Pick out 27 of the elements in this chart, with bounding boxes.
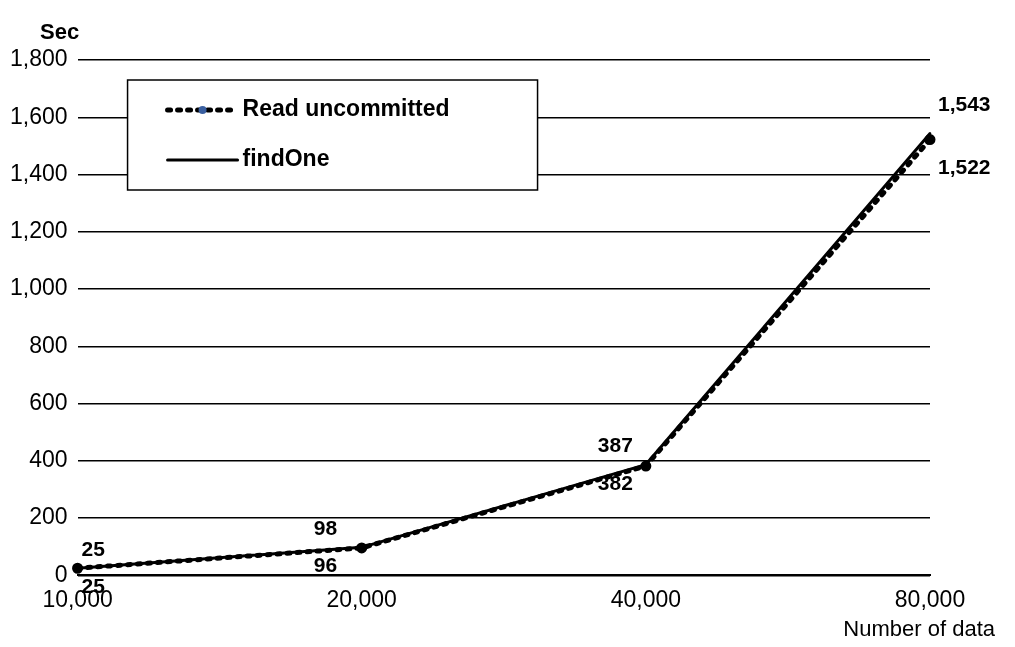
y-tick-label: 1,000 [9,274,68,301]
y-tick-label: 1,400 [9,159,68,186]
x-tick-label: 20,000 [326,585,397,612]
y-tick-label: 200 [29,503,68,530]
data-label: 96 [313,553,338,577]
data-label: 387 [597,432,633,456]
x-tick-label: 80,000 [894,585,966,612]
legend-label: findOne [242,145,330,172]
data-label: 1,522 [938,154,991,178]
y-tick-label: 0 [54,560,68,587]
y-tick-label: 1,600 [9,102,68,129]
x-axis-title: Number of data [843,616,996,642]
y-axis-title: Sec [40,19,80,45]
y-tick-label: 1,800 [9,45,68,72]
data-label: 1,543 [938,91,991,115]
point [640,460,652,472]
point [924,134,936,146]
y-tick-label: 1,200 [9,217,68,244]
y-tick-label: 800 [29,331,68,358]
point [356,542,368,554]
x-tick-label: 40,000 [610,585,682,612]
point [72,562,84,574]
data-label: 98 [313,515,338,539]
legend-label: Read uncommitted [242,95,450,122]
y-tick-label: 600 [29,388,68,415]
y-tick-label: 400 [29,446,68,473]
data-label: 25 [81,536,106,560]
